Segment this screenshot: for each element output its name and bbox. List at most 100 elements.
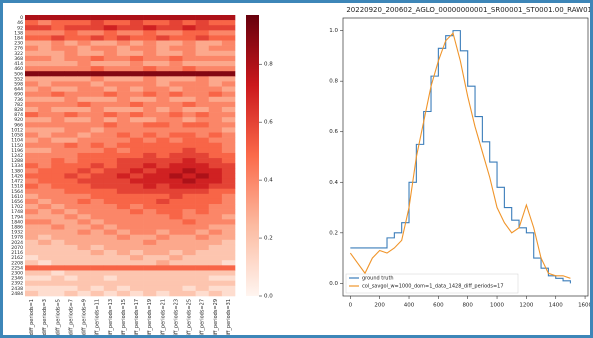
heatmap-cell <box>182 285 196 292</box>
heatmap-cell <box>156 265 170 271</box>
heatmap-cell <box>143 193 157 200</box>
heatmap-cell <box>90 20 105 26</box>
heatmap-cell <box>51 239 65 246</box>
heatmap-cell <box>169 219 183 225</box>
heatmap-cell <box>208 239 223 246</box>
row-label: 1610 <box>11 194 23 200</box>
heatmap-cell <box>143 163 157 169</box>
heatmap-cell <box>156 152 170 159</box>
heatmap-cell <box>38 60 52 67</box>
heatmap-cell <box>143 183 157 190</box>
heatmap-cell <box>25 127 39 133</box>
heatmap-cell <box>64 55 78 62</box>
heatmap-cell <box>169 178 183 184</box>
heatmap-cell <box>156 101 170 108</box>
heatmap-cell <box>64 20 78 26</box>
heatmap-cell <box>156 270 170 276</box>
heatmap-cell <box>169 229 183 235</box>
heatmap-cell <box>195 183 210 190</box>
heatmap-cell <box>156 55 170 62</box>
heatmap-cell <box>64 183 78 190</box>
heatmap-cell <box>25 55 39 62</box>
heatmap-cell <box>90 173 105 179</box>
heatmap-cell <box>143 50 157 57</box>
heatmap-cell <box>182 127 196 133</box>
heatmap-cell <box>38 71 52 77</box>
heatmap-cell <box>143 178 157 184</box>
heatmap-cell <box>90 168 105 174</box>
heatmap-cell <box>116 285 131 292</box>
heatmap-cell <box>77 224 91 230</box>
heatmap-cell <box>25 96 39 103</box>
heatmap-cell <box>64 142 78 149</box>
heatmap-cell <box>103 96 118 103</box>
heatmap-cell <box>116 178 131 184</box>
heatmap-cell <box>38 76 52 82</box>
heatmap-cell <box>195 101 210 108</box>
heatmap-cell <box>103 158 118 164</box>
heatmap-cell <box>90 71 105 77</box>
heatmap-cell <box>64 81 78 87</box>
heatmap-cell <box>51 265 65 271</box>
heatmap-cell <box>208 219 223 225</box>
heatmap-cell <box>90 204 105 210</box>
heatmap-cell <box>182 209 196 215</box>
heatmap-cell <box>182 234 196 241</box>
heatmap-cell <box>195 60 210 67</box>
heatmap-cell <box>90 50 105 57</box>
heatmap-cell <box>77 106 91 113</box>
heatmap-cell <box>143 40 157 46</box>
heatmap-cell <box>195 86 210 92</box>
heatmap-cell <box>182 106 196 113</box>
heatmap-cell <box>195 290 210 297</box>
heatmap-cell <box>90 265 105 271</box>
heatmap-cell <box>169 66 183 72</box>
heatmap-cell <box>51 168 65 174</box>
heatmap-cell <box>90 183 105 190</box>
heatmap-cell <box>221 147 236 154</box>
row-label: 828 <box>14 107 23 113</box>
heatmap-cell <box>77 168 91 174</box>
heatmap-cell <box>116 209 131 215</box>
heatmap-cell <box>103 35 118 41</box>
heatmap-cell <box>195 142 210 149</box>
heatmap-cell <box>130 86 144 92</box>
row-label: 506 <box>14 71 23 77</box>
heatmap-cell <box>64 76 78 82</box>
heatmap-cell <box>38 55 52 62</box>
heatmap-cell <box>116 137 131 144</box>
heatmap-cell <box>130 168 144 174</box>
heatmap-cell <box>169 265 183 271</box>
heatmap-cell <box>130 260 144 266</box>
heatmap-cell <box>116 234 131 241</box>
heatmap-cell <box>182 117 196 123</box>
heatmap-cell <box>90 40 105 46</box>
heatmap-cell <box>64 137 78 144</box>
heatmap-cell <box>51 209 65 215</box>
heatmap-cell <box>77 163 91 169</box>
row-label: 2070 <box>11 245 23 251</box>
heatmap-cell <box>25 260 39 266</box>
heatmap-cell <box>208 71 223 77</box>
heatmap-cell <box>90 96 105 103</box>
heatmap-cell <box>143 280 157 287</box>
heatmap-cell <box>51 290 65 297</box>
heatmap-cell <box>103 106 118 113</box>
heatmap-cell <box>195 15 210 21</box>
heatmap-cell <box>38 285 52 292</box>
heatmap-cell <box>51 25 65 31</box>
heatmap-cell <box>208 193 223 200</box>
heatmap-cell <box>25 198 39 205</box>
heatmap-cell <box>208 280 223 287</box>
heatmap-cell <box>169 106 183 113</box>
heatmap-cell <box>169 117 183 123</box>
heatmap-cell <box>90 76 105 82</box>
heatmap-cell <box>143 60 157 67</box>
heatmap-cell <box>156 229 170 235</box>
heatmap-cell <box>221 188 236 195</box>
heatmap-cell <box>116 15 131 21</box>
heatmap-cell <box>208 290 223 297</box>
heatmap-cell <box>195 168 210 174</box>
row-label: 230 <box>14 41 23 47</box>
legend-label: col_savgol_w=1000_dom=1_data_1428_diff_p… <box>362 284 504 290</box>
